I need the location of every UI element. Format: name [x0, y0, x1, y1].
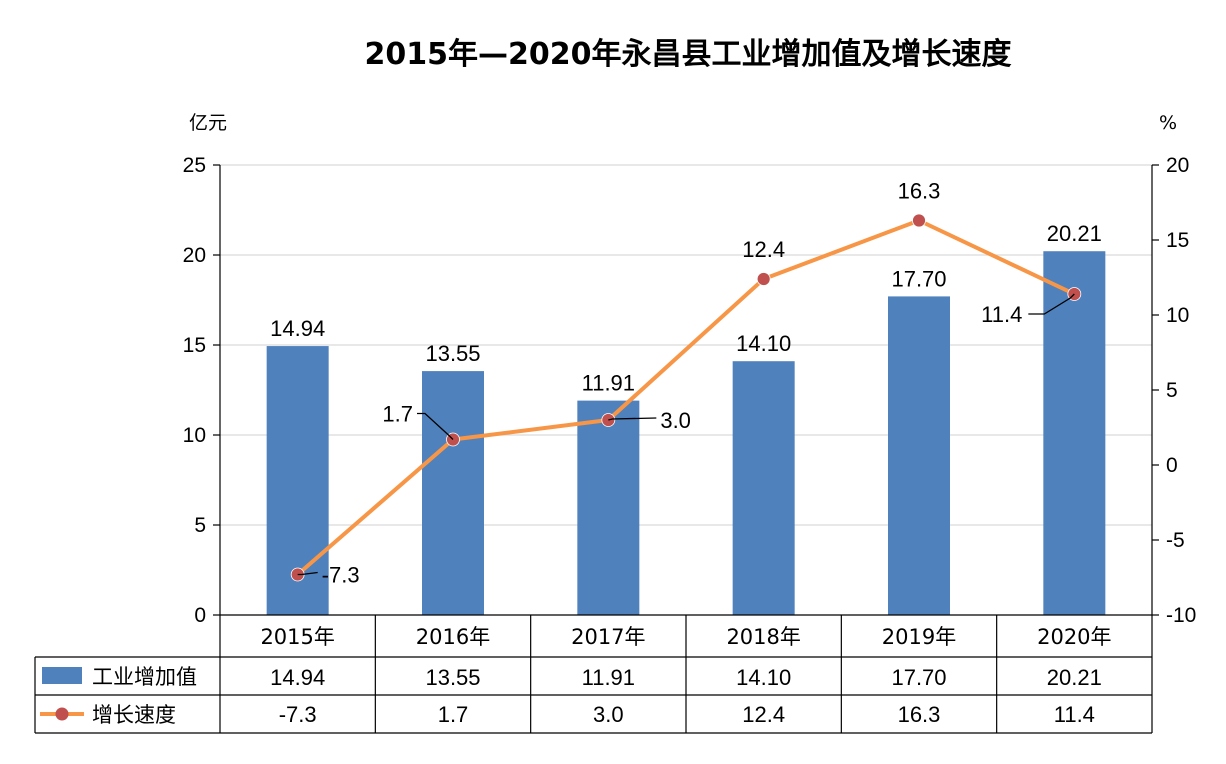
- table-cell: 14.10: [736, 665, 791, 690]
- table-cell: 11.91: [582, 665, 635, 690]
- table-cell: -7.3: [279, 702, 317, 727]
- table-cell: 17.70: [891, 665, 946, 690]
- bar-value-label: 11.91: [582, 371, 635, 396]
- left-tick-label: 20: [183, 244, 206, 267]
- right-axis-unit: %: [1159, 112, 1177, 134]
- right-tick-label: 10: [1166, 304, 1189, 327]
- right-tick-label: 15: [1166, 229, 1189, 252]
- category-label: 2020年: [1037, 625, 1111, 649]
- legend-key-bar: [42, 667, 82, 684]
- leader-line: [297, 571, 318, 576]
- table-cell: 12.4: [742, 702, 785, 727]
- table-cell: 1.7: [438, 702, 469, 727]
- bar-value-label: 14.94: [270, 316, 325, 341]
- category-label: 2019年: [882, 625, 956, 649]
- bar-value-label: 13.55: [425, 341, 480, 366]
- left-axis-unit: 亿元: [189, 112, 227, 134]
- bar: [577, 400, 640, 615]
- category-label: 2018年: [726, 625, 800, 649]
- leader-line: [608, 417, 657, 421]
- right-tick-label: 20: [1166, 154, 1189, 177]
- table-cell: 14.94: [270, 665, 325, 690]
- line-value-label: 1.7: [382, 402, 413, 427]
- right-tick-label: -5: [1166, 529, 1185, 552]
- bar-series: [266, 251, 1106, 615]
- table-cell: 20.21: [1047, 665, 1102, 690]
- table-cell: 13.55: [425, 665, 480, 690]
- category-label: 2017年: [571, 625, 645, 649]
- leader-line: [417, 412, 454, 440]
- left-tick-label: 15: [183, 334, 206, 357]
- bar: [1043, 251, 1106, 615]
- line-point: [756, 272, 771, 286]
- line-point: [912, 213, 926, 228]
- right-tick-label: 5: [1166, 379, 1178, 402]
- bar: [422, 371, 484, 615]
- line-value-label: 16.3: [898, 179, 941, 204]
- table-cell: 3.0: [593, 702, 624, 727]
- category-label: 2016年: [416, 625, 490, 649]
- data-labels: 14.94 13.55 11.91 14.10 17.70 20.21 -7.3 1.7 3.0…: [270, 179, 1102, 588]
- line-value-label: 12.4: [742, 237, 785, 262]
- growth-line: [296, 218, 1076, 577]
- legend-label-bar: 工业增加值: [92, 665, 197, 689]
- left-tick-label: 0: [194, 604, 206, 627]
- bar: [888, 296, 950, 615]
- chart-title: 2015年—2020年永昌县工业增加值及增长速度: [365, 37, 1012, 72]
- bar: [732, 361, 795, 615]
- line-series: [290, 213, 1082, 582]
- legend-key-marker: [55, 707, 69, 721]
- left-tick-label: 25: [183, 154, 206, 177]
- gridlines: [220, 164, 1152, 526]
- category-label: 2015年: [260, 625, 334, 649]
- left-tick-label: 5: [194, 514, 206, 537]
- axes: 0 5 10 15 20 25 -10 -5 0 5 10 15 20: [183, 154, 1197, 627]
- bar-value-label: 14.10: [736, 331, 791, 356]
- line-value-label: 11.4: [981, 302, 1022, 327]
- data-table: 2015年 14.94 -7.3 2016年 13.55 1.7 2017年 11.91 3.0…: [34, 614, 1153, 734]
- right-tick-label: -10: [1166, 604, 1196, 627]
- leader-line: [1028, 293, 1075, 315]
- table-cell: 16.3: [898, 702, 941, 727]
- left-tick-label: 10: [183, 424, 206, 447]
- bar-value-label: 17.70: [891, 266, 946, 291]
- line-value-label: -7.3: [322, 563, 360, 588]
- bar-value-label: 20.21: [1047, 221, 1102, 246]
- right-tick-label: 0: [1166, 454, 1178, 477]
- table-cell: 11.4: [1054, 702, 1095, 727]
- line-value-label: 3.0: [660, 408, 691, 433]
- legend-label-line: 增长速度: [92, 703, 176, 727]
